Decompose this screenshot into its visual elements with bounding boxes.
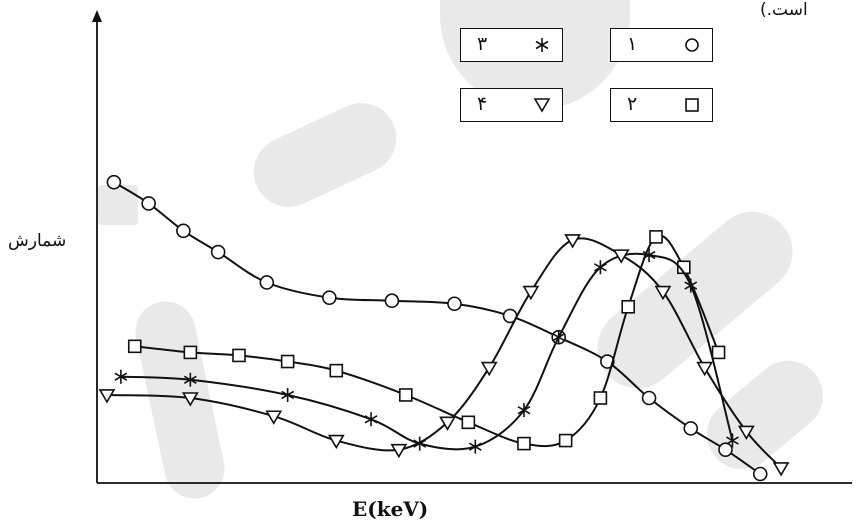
triangle-marker-icon [533, 98, 551, 113]
circle-data-point [141, 196, 156, 211]
y-axis-label: شمارش [8, 231, 67, 251]
series-2-line [134, 234, 720, 448]
y-axis [92, 10, 102, 483]
triangle-data-point [181, 392, 199, 407]
square-data-point [711, 345, 726, 360]
circle-data-point [384, 293, 400, 309]
square-data-point [649, 230, 663, 244]
legend-item-4: ۴ [460, 88, 563, 122]
triangle-data-point [480, 361, 498, 377]
series-1 [106, 174, 768, 482]
square-data-point [280, 354, 295, 369]
asterisk-data-point [517, 403, 531, 418]
triangle-data-point [522, 285, 540, 301]
asterisk-data-point [684, 278, 698, 293]
triangle-data-point [439, 416, 456, 431]
triangle-data-point [696, 361, 714, 377]
legend-item-3: ۳ [460, 28, 563, 62]
triangle-data-point [564, 234, 581, 249]
corner-text: است.) [760, 0, 808, 20]
series-4 [98, 234, 790, 477]
legend-item-1: ۱ [610, 28, 713, 62]
asterisk-data-point [593, 260, 607, 275]
circle-data-point [176, 223, 191, 239]
circle-data-point [447, 296, 462, 312]
circle-data-point [106, 174, 122, 190]
triangle-data-point [612, 249, 630, 264]
triangle-data-point [390, 443, 408, 459]
triangle-data-point [772, 462, 790, 477]
asterisk-data-point [726, 433, 739, 448]
circle-data-point [752, 466, 768, 482]
circle-data-point [322, 290, 337, 305]
square-data-point [621, 299, 636, 314]
asterisk-data-point [364, 412, 378, 427]
circle-data-point [641, 390, 657, 406]
asterisk-data-point [183, 372, 197, 387]
triangle-data-point [98, 389, 116, 404]
circle-marker-icon [685, 38, 699, 52]
legend-label: ۴ [477, 93, 488, 115]
legend-label: ۲ [627, 93, 638, 115]
series-2 [127, 230, 726, 451]
square-data-point [127, 339, 142, 354]
asterisk-data-point [114, 369, 128, 384]
square-data-point [461, 415, 476, 430]
series-layer [98, 174, 790, 482]
triangle-data-point [737, 425, 755, 441]
x-axis-label: E(keV) [352, 497, 429, 521]
asterisk-data-point [281, 387, 295, 402]
circle-data-point [210, 244, 226, 260]
legend-label: ۳ [477, 33, 488, 55]
asterisk-data-point [552, 330, 566, 345]
circle-data-point [259, 275, 275, 290]
triangle-data-point [327, 434, 345, 450]
circle-data-point [600, 354, 615, 369]
asterisk-marker-icon [535, 38, 549, 52]
square-data-point [329, 363, 344, 378]
series-3 [114, 248, 739, 454]
circle-data-point [718, 442, 733, 457]
triangle-data-point [265, 410, 283, 425]
legend-item-2: ۲ [610, 88, 713, 122]
square-marker-icon [685, 98, 699, 112]
triangle-data-point [654, 285, 672, 301]
legend-label: ۱ [627, 33, 638, 55]
circle-data-point [683, 421, 699, 436]
asterisk-data-point [642, 248, 656, 263]
square-data-point [398, 388, 413, 402]
series-3-line [120, 252, 734, 451]
square-data-point [232, 348, 246, 363]
square-data-point [517, 436, 531, 451]
square-data-point [183, 345, 198, 360]
asterisk-data-point [468, 439, 482, 454]
square-data-point [558, 433, 573, 448]
square-data-point [593, 391, 608, 405]
